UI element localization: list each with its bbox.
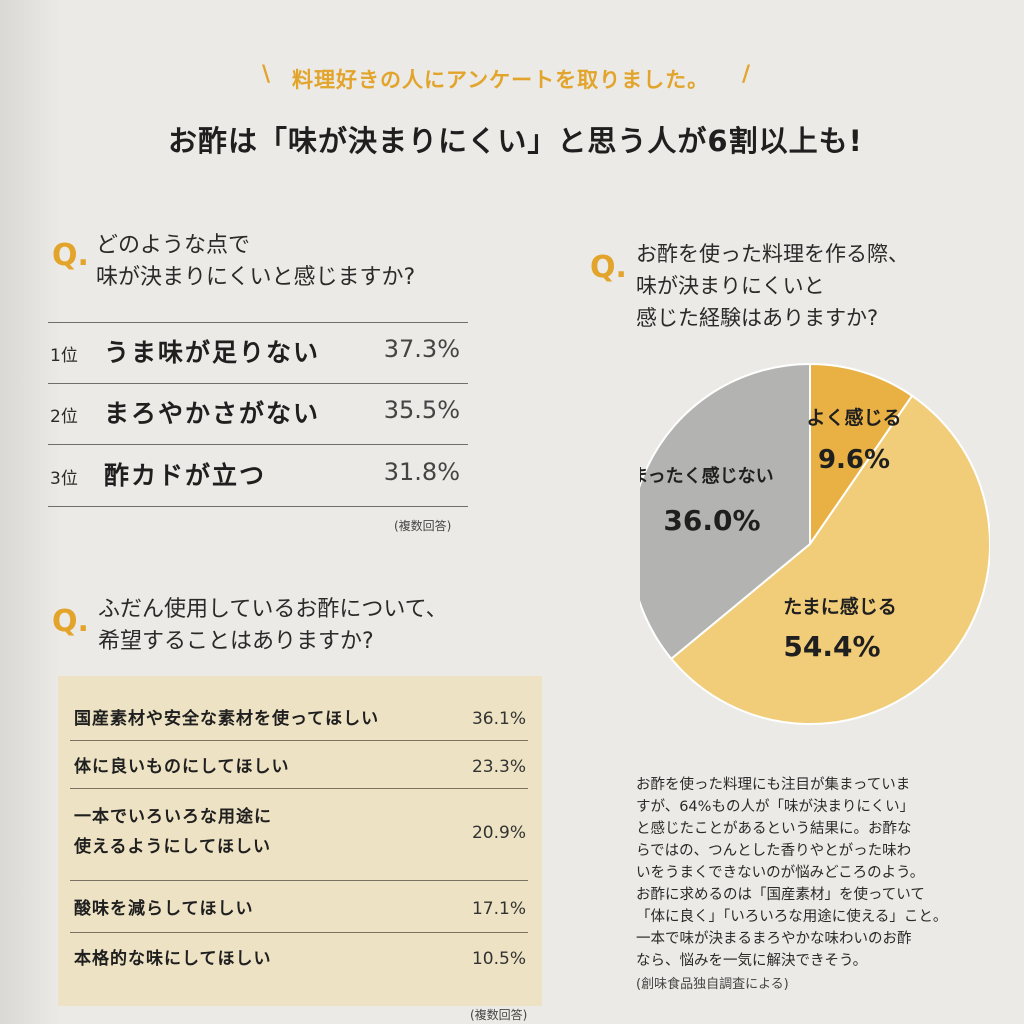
wish-percent: 17.1% [471,899,526,919]
rank-number: 2位 [50,407,78,427]
wish-label: 国産素材や安全な素材を使ってほしい [74,709,380,729]
rank-percent: 35.5% [383,396,460,424]
pie-slice-never [640,362,811,661]
pie-value-often: 9.6% [818,445,890,475]
wish-percent: 10.5% [471,949,526,969]
wish-label-line: 一本でいろいろな用途に [74,807,272,827]
q3-question-line: 希望することはありますか? [98,629,374,654]
summary-line: お酢に求めるのは「国産素材」を使っていて [636,887,925,903]
summary-line: いをうまくできないのが悩みどころのよう。 [636,865,925,881]
pie-label-often: よく感じる [806,406,901,429]
wish-row: 酸味を減らしてほしい 17.1% [70,882,528,933]
rank-number: 3位 [50,469,78,489]
rank-percent: 31.8% [383,458,460,486]
wish-percent: 23.3% [471,757,526,777]
wishes-panel: 国産素材や安全な素材を使ってほしい 36.1% 体に良いものにしてほしい 23.… [58,676,542,1006]
pie-value-sometimes: 54.4% [783,630,880,663]
summary-line: 一本で味が決まるまろやかな味わいのお酢 [636,931,912,947]
q1-multiple-answer-note: (複数回答) [394,519,452,533]
rank-label: 酢カドが立つ [104,461,267,490]
rank-row: 1位 うま味が足りない 37.3% [48,322,468,384]
kicker-slash-left: \ [262,62,271,87]
wish-row: 国産素材や安全な素材を使ってほしい 36.1% [70,700,528,741]
summary-line: お酢を使った料理にも注目が集まっていま [636,777,911,793]
q1-question: どのような点で 味が決まりにくいと感じますか? [96,230,415,294]
q2-question-line: お酢を使った料理を作る際、 [636,242,909,266]
survey-source: (創味食品独自調査による) [636,977,789,992]
wish-row: 体に良いものにしてほしい 23.3% [70,742,528,789]
rank-row: 3位 酢カドが立つ 31.8% [48,446,468,507]
survey-kicker: 料理好きの人にアンケートを取りました。 [292,68,710,92]
summary-line: なら、悩みを一気に解決できそう。 [636,953,868,969]
q2-question: お酢を使った料理を作る際、 味が決まりにくいと 感じた経験はありますか? [636,238,909,334]
wish-label: 本格的な味にしてほしい [74,949,272,969]
rank-percent: 37.3% [383,335,460,363]
rank-row: 2位 まろやかさがない 35.5% [48,384,468,445]
pie-label-never: まったく感じない [640,465,774,487]
headline: お酢は「味が決まりにくい」と思う人が6割以上も! [168,124,863,158]
pie-label-sometimes: たまに感じる [783,595,896,618]
q3-question-line: ふだん使用しているお酢について、 [98,597,448,622]
pie-value-never: 36.0% [663,504,760,537]
wish-label: 体に良いものにしてほしい [74,757,290,777]
q2-question-line: 味が決まりにくいと [636,274,825,298]
kicker-slash-right: / [742,62,751,87]
q1-mark: Q. [52,238,89,273]
wish-row: 一本でいろいろな用途に 使えるようにしてほしい 20.9% [70,790,528,881]
summary-line: らではの、つんとした香りやとがった味わ [636,843,912,859]
pie-slice-sometimes [669,394,990,725]
wish-label: 一本でいろいろな用途に 使えるようにしてほしい [74,802,272,862]
q3-question: ふだん使用しているお酢について、 希望することはありますか? [98,594,448,658]
q2-mark: Q. [590,250,627,285]
summary-paragraph: お酢を使った料理にも注目が集まっていま すが、64%もの人が「味が決まりにくい」… [636,774,996,996]
summary-line: 「体に良く」「いろいろな用途に使える」こと。 [636,909,948,925]
q3-multiple-answer-note: (複数回答) [470,1008,528,1022]
q3-mark: Q. [52,604,89,639]
wish-percent: 36.1% [471,709,526,729]
page-gutter-shadow [0,0,60,1024]
q1-question-line: 味が決まりにくいと感じますか? [96,265,416,290]
wish-label: 酸味を減らしてほしい [74,899,254,919]
rank-label: うま味が足りない [104,338,321,367]
pie-slice-often [809,362,914,548]
summary-line: と感じたことがあるという結果に。お酢な [636,821,912,837]
q1-question-line: どのような点で [96,233,251,258]
summary-line: すが、64%もの人が「味が決まりにくい」 [636,799,915,815]
q2-question-line: 感じた経験はありますか? [636,306,879,330]
rank-number: 1位 [50,346,78,366]
rank-label: まろやかさがない [104,399,321,428]
wish-percent: 20.9% [471,823,526,843]
wish-row: 本格的な味にしてほしい 10.5% [70,934,528,982]
experience-pie-chart: よく感じる 9.6% たまに感じる 54.4% まったく感じない 36.0% [640,362,990,725]
wish-label-line: 使えるようにしてほしい [74,837,271,857]
